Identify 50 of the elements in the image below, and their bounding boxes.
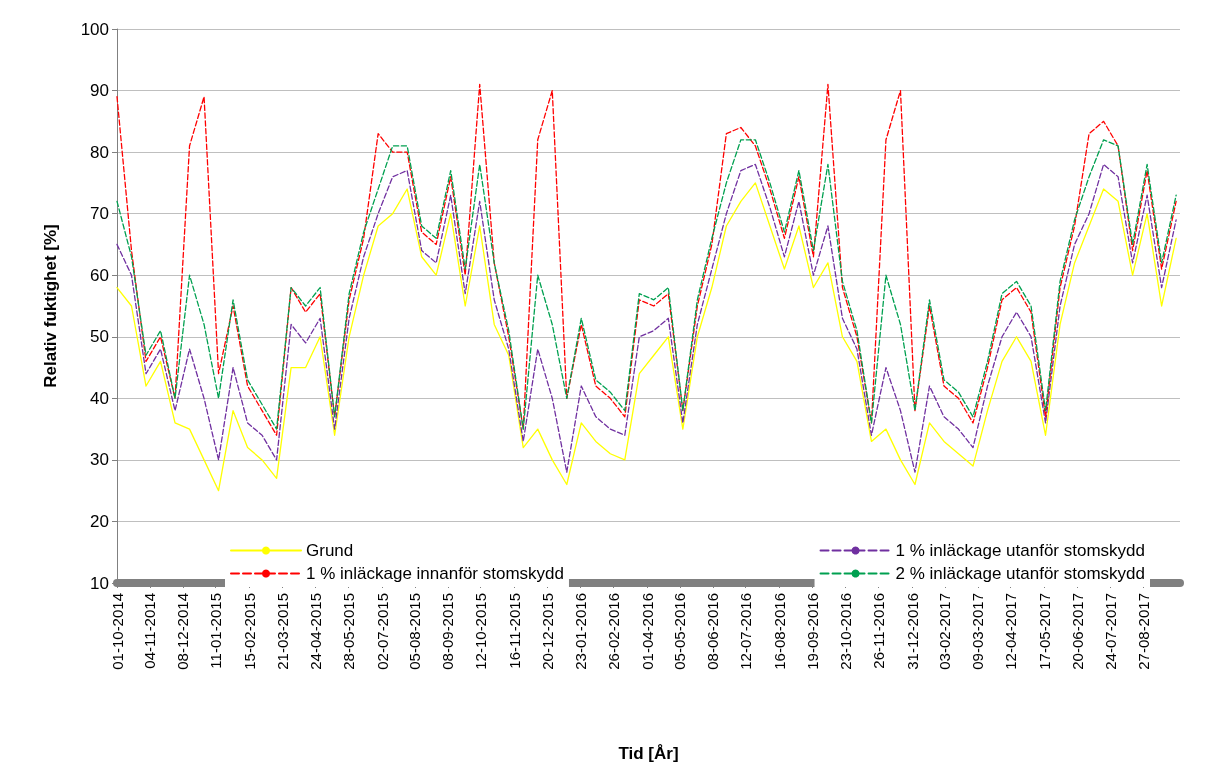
x-tick-label: 04-11-2014 — [141, 593, 159, 669]
x-tick-label: 09-03-2017 — [969, 593, 987, 670]
line-series — [116, 83, 1177, 436]
y-axis-title: Relativ fuktighet [%] — [41, 224, 60, 388]
y-tick-label: 30 — [90, 450, 109, 470]
x-tick-label: 02-07-2015 — [373, 593, 391, 670]
x-tick-label: 12-04-2017 — [1002, 593, 1020, 670]
x-tick-label: 24-07-2017 — [1101, 593, 1119, 670]
x-tick-label: 27-08-2017 — [1134, 593, 1152, 670]
legend-label: 1 % inläckage innanför stomskydd — [306, 564, 564, 583]
x-tick-label: 26-11-2016 — [869, 593, 887, 669]
x-tick-label: 16-08-2016 — [771, 593, 789, 670]
x-tick-label: 21-03-2015 — [273, 593, 291, 670]
x-tick-label: 20-06-2017 — [1068, 593, 1086, 670]
x-tick-label: 23-10-2016 — [836, 593, 854, 670]
x-tick-label: 01-10-2014 — [108, 593, 126, 670]
legend-label: 1 % inläckage utanför stomskydd — [895, 541, 1146, 560]
x-tick-label: 08-12-2014 — [174, 593, 192, 670]
y-tick-label: 90 — [90, 81, 109, 101]
x-tick-label: 15-02-2015 — [241, 593, 259, 670]
y-tick-label: 70 — [90, 204, 109, 224]
x-tick-label: 11-01-2015 — [207, 593, 225, 669]
y-tick-label: 40 — [90, 388, 109, 408]
x-tick-label: 03-02-2017 — [936, 593, 954, 670]
x-tick-label: 12-10-2015 — [472, 593, 490, 670]
y-tick-label: 100 — [80, 19, 109, 39]
y-tick-label: 10 — [90, 573, 109, 593]
y-tick-label: 60 — [90, 265, 109, 285]
y-tick-label: 50 — [90, 327, 109, 347]
x-tick-label: 08-09-2015 — [439, 593, 457, 670]
x-tick-label: 24-04-2015 — [306, 593, 324, 670]
x-tick-label: 28-05-2015 — [339, 593, 357, 670]
x-tick-label: 12-07-2016 — [737, 593, 755, 670]
x-tick-label: 08-06-2016 — [704, 593, 722, 670]
legend-label: 2 % inläckage utanför stomskydd — [895, 564, 1146, 583]
x-tick-label: 16-11-2015 — [506, 593, 524, 669]
x-tick-label: 23-01-2016 — [571, 593, 589, 670]
y-tick-label: 20 — [90, 511, 109, 531]
legend-label: Grund — [306, 541, 354, 560]
x-tick-label: 19-09-2016 — [803, 593, 821, 670]
x-tick-label: 20-12-2015 — [538, 593, 556, 670]
x-tick-label: 05-05-2016 — [671, 593, 689, 670]
x-axis-title: Tid [År] — [618, 744, 679, 763]
y-tick-label: 80 — [90, 142, 109, 162]
x-tick-label: 01-04-2016 — [638, 593, 656, 670]
x-tick-label: 17-05-2017 — [1036, 593, 1054, 670]
x-tick-label: 26-02-2016 — [604, 593, 622, 670]
line-series — [116, 139, 1177, 430]
x-tick-label: 31-12-2016 — [903, 593, 921, 670]
x-tick-label: 05-08-2015 — [406, 593, 424, 670]
